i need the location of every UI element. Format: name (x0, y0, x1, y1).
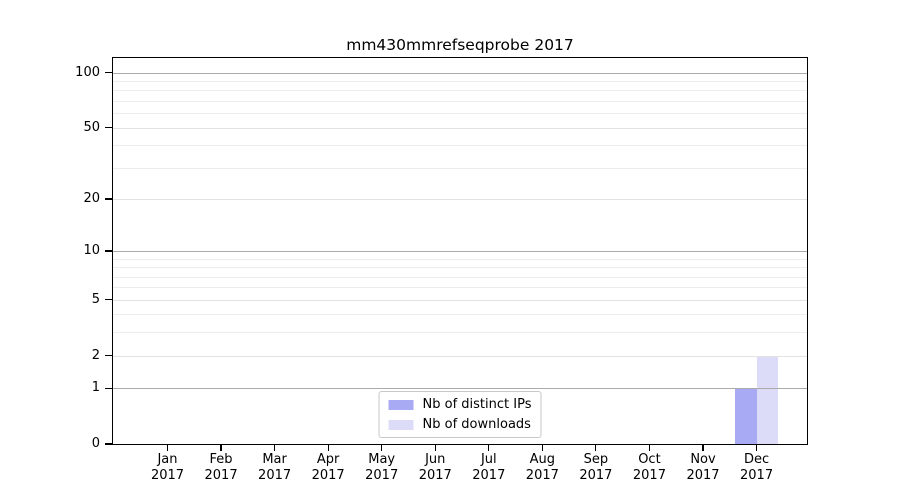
x-tick-label-feb: Feb 2017 (181, 452, 261, 483)
x-tick-month: Apr (316, 452, 340, 467)
legend-label-downloads: Nb of downloads (422, 417, 531, 432)
x-tick-month: Jun (425, 452, 446, 467)
y-tick-mark (105, 126, 112, 129)
x-tick-year: 2017 (740, 467, 774, 483)
x-tick-mark (648, 444, 651, 451)
x-tick-label-jun: Jun 2017 (395, 452, 475, 483)
y-tick-label: 1 (91, 380, 100, 396)
x-tick-month: Dec (743, 452, 770, 467)
y-tick-label: 100 (75, 64, 100, 80)
y-tick-label: 2 (91, 347, 100, 363)
legend: Nb of distinct IPs Nb of downloads (378, 391, 542, 438)
y-tick-mark (105, 299, 112, 301)
gridline-minor (113, 145, 807, 147)
gridline-major (113, 388, 807, 390)
x-tick-label-may: May 2017 (342, 452, 422, 483)
x-tick-mark (220, 444, 222, 451)
x-tick-month: Jul (480, 452, 497, 467)
legend-label-distinct-ips: Nb of distinct IPs (422, 397, 532, 412)
x-tick-year: 2017 (686, 467, 720, 483)
plot-area: Nb of distinct IPs Nb of downloads (112, 57, 808, 445)
x-tick-label-sep: Sep 2017 (556, 452, 636, 483)
x-tick-year: 2017 (258, 467, 292, 483)
x-tick-month: Jan (157, 452, 178, 467)
gridline-minor (113, 80, 807, 82)
gridline-minor (113, 314, 807, 316)
y-tick-mark (105, 71, 112, 74)
x-tick-year: 2017 (204, 467, 238, 483)
y-tick-mark (105, 443, 112, 445)
x-tick-month: Oct (638, 452, 661, 467)
x-tick-year: 2017 (472, 467, 506, 483)
x-tick-label-jul: Jul 2017 (449, 452, 529, 483)
gridline-sub (113, 198, 807, 200)
x-tick-label-oct: Oct 2017 (609, 452, 689, 483)
x-tick-mark (166, 444, 169, 451)
gridline-minor (113, 167, 807, 169)
gridline-minor (113, 90, 807, 92)
x-tick-mark (755, 444, 758, 451)
x-tick-year: 2017 (525, 467, 559, 483)
x-tick-month: May (368, 452, 396, 467)
x-tick-year: 2017 (311, 467, 345, 483)
x-tick-label-nov: Nov 2017 (663, 452, 743, 483)
y-tick-label: 5 (91, 291, 100, 307)
legend-item-downloads: Nb of downloads (388, 417, 532, 432)
y-tick-mark (105, 198, 112, 200)
x-tick-mark (595, 444, 597, 451)
y-tick-mark (105, 387, 112, 389)
x-tick-label-dec: Dec 2017 (717, 452, 797, 483)
gridline-minor (113, 258, 807, 260)
x-tick-year: 2017 (418, 467, 452, 483)
gridline-sub (113, 355, 807, 357)
x-tick-label-apr: Apr 2017 (288, 452, 368, 483)
x-tick-mark (434, 444, 436, 451)
legend-swatch-downloads (388, 419, 414, 430)
x-tick-mark (488, 444, 490, 451)
x-tick-label-aug: Aug 2017 (502, 452, 582, 483)
x-tick-month: Feb (209, 452, 233, 467)
y-tick-label: 0 (91, 436, 100, 451)
bar-distinct-ips-dec (735, 388, 757, 444)
legend-swatch-distinct-ips (388, 399, 414, 410)
x-tick-year: 2017 (579, 467, 613, 483)
gridline-minor (113, 267, 807, 269)
y-tick-label: 50 (83, 119, 100, 135)
gridline-minor (113, 332, 807, 334)
x-tick-month: Mar (262, 452, 287, 467)
gridline-sub (113, 299, 807, 301)
y-tick-mark (105, 354, 112, 357)
x-tick-year: 2017 (632, 467, 666, 483)
gridline-minor (113, 113, 807, 115)
x-tick-year: 2017 (150, 467, 185, 483)
gridline-minor (113, 287, 807, 289)
x-tick-mark (274, 444, 276, 451)
x-tick-label-jan: Jan 2017 (128, 452, 208, 483)
x-tick-month: Sep (583, 452, 609, 467)
legend-item-distinct-ips: Nb of distinct IPs (388, 397, 532, 412)
x-tick-mark (381, 444, 383, 451)
x-tick-mark (541, 444, 543, 451)
y-tick-label: 20 (83, 190, 100, 206)
x-tick-mark (327, 444, 329, 451)
x-tick-month: Nov (690, 452, 716, 467)
gridline-sub (113, 127, 807, 129)
gridline-major (113, 251, 807, 252)
x-tick-label-mar: Mar 2017 (235, 452, 315, 483)
x-tick-mark (702, 444, 704, 451)
y-tick-label: 10 (83, 243, 100, 258)
gridline-minor (113, 276, 807, 278)
bar-downloads-dec (756, 355, 779, 444)
y-tick-mark (105, 250, 112, 252)
chart-title: mm430mmrefseqprobe 2017 (346, 36, 574, 54)
gridline-major (113, 72, 807, 74)
x-tick-month: Aug (529, 452, 556, 467)
x-tick-year: 2017 (365, 467, 399, 483)
gridline-minor (113, 100, 807, 102)
